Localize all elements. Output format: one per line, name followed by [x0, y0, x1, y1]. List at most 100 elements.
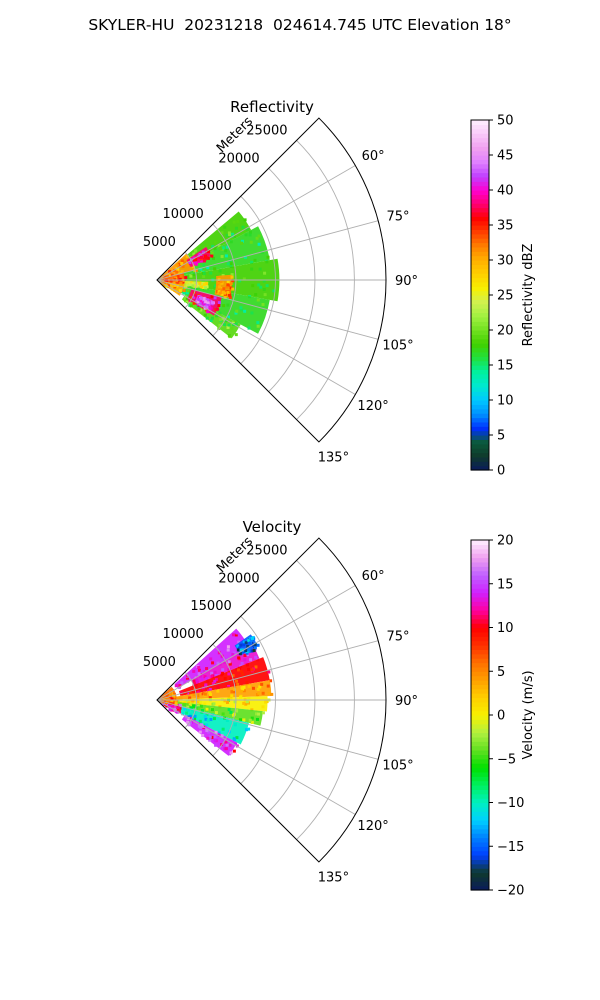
colorbar-swatch: [471, 553, 489, 559]
data-speckle: [177, 287, 181, 291]
colorbar-tick-label: 10: [497, 621, 514, 636]
data-speckle: [173, 281, 177, 285]
data-speckle: [212, 702, 216, 706]
data-speckle: [203, 714, 207, 718]
data-speckle: [181, 712, 185, 716]
data-speckle: [257, 242, 261, 246]
data-speckle: [247, 667, 251, 671]
colorbar-swatch: [471, 150, 489, 156]
data-speckle: [242, 701, 246, 705]
colorbar-swatch: [471, 281, 489, 287]
data-speckle: [251, 686, 255, 690]
data-speckle: [227, 293, 231, 297]
data-speckle: [203, 313, 207, 317]
colorbar-swatch: [471, 159, 489, 165]
colorbar-swatch: [471, 780, 489, 786]
data-speckle: [230, 234, 234, 238]
data-speckle: [225, 233, 229, 237]
colorbar-swatch: [471, 426, 489, 432]
data-speckle: [256, 643, 260, 647]
data-speckle: [253, 646, 257, 650]
data-speckle: [194, 268, 198, 272]
colorbar-swatch: [471, 798, 489, 804]
data-speckle: [249, 658, 253, 662]
data-speckle: [219, 247, 223, 251]
data-speckle: [179, 696, 183, 700]
colorbar-swatch: [471, 242, 489, 248]
data-speckle: [265, 284, 269, 288]
colorbar-swatch: [471, 330, 489, 335]
data-speckle: [224, 254, 228, 258]
colorbar-swatch: [471, 881, 489, 887]
data-speckle: [205, 713, 209, 717]
data-speckle: [233, 687, 237, 691]
data-speckle: [229, 677, 233, 681]
data-speckle: [217, 281, 221, 285]
data-speckle: [235, 736, 239, 740]
azimuth-tick-label: 120°: [357, 819, 388, 834]
data-speckle: [225, 719, 229, 723]
data-speckle: [189, 296, 193, 300]
data-speckle: [225, 743, 229, 747]
data-speckle: [250, 708, 254, 712]
colorbar-tick-label: −15: [497, 840, 524, 855]
data-speckle: [232, 234, 236, 238]
data-speckle: [235, 309, 239, 313]
data-speckle: [168, 283, 172, 287]
data-cell: [191, 644, 260, 686]
colorbar-swatch: [471, 697, 489, 703]
data-speckle: [258, 685, 262, 689]
range-tick-label: 15000: [190, 599, 231, 614]
colorbar-swatch: [471, 435, 489, 440]
data-speckle: [213, 679, 217, 683]
data-speckle: [254, 655, 258, 659]
colorbar-swatch: [471, 133, 489, 139]
data-speckle: [220, 734, 224, 738]
data-speckle: [228, 295, 232, 299]
colorbar-tick-label: 35: [497, 219, 514, 234]
data-speckle: [172, 275, 176, 279]
data-speckle: [175, 279, 179, 283]
colorbar-swatch: [471, 863, 489, 869]
data-speckle: [241, 672, 245, 676]
data-speckle: [256, 687, 260, 691]
data-speckle: [193, 714, 197, 718]
data-speckle: [229, 286, 233, 290]
data-speckle: [177, 710, 181, 714]
data-speckle: [261, 691, 265, 695]
data-speckle: [204, 286, 208, 290]
data-speckle: [211, 244, 215, 248]
data-speckle: [168, 707, 172, 711]
colorbar-swatch: [471, 181, 489, 187]
data-speckle: [170, 697, 174, 701]
data-speckle: [226, 645, 230, 649]
colorbar-swatch: [471, 378, 489, 384]
colorbar-swatch: [471, 763, 489, 769]
data-speckle: [206, 298, 210, 302]
data-speckle: [205, 256, 209, 260]
data-speckle: [191, 284, 195, 288]
data-speckle: [237, 640, 241, 644]
colorbar-swatch: [471, 758, 489, 764]
data-speckle: [236, 648, 240, 652]
azimuth-tick-label: 75°: [387, 209, 410, 224]
data-speckle: [201, 286, 205, 290]
data-speckle: [248, 637, 252, 641]
data-speckle: [232, 749, 236, 753]
colorbar-swatch: [471, 386, 489, 392]
colorbar-swatch: [471, 540, 489, 545]
data-speckle: [247, 648, 251, 652]
panel-title: Reflectivity: [230, 98, 314, 116]
colorbar-swatch: [471, 855, 489, 860]
data-speckle: [216, 661, 220, 665]
data-speckle: [202, 274, 206, 278]
data-speckle: [196, 299, 200, 303]
data-speckle: [185, 291, 189, 295]
data-speckle: [199, 308, 203, 312]
data-speckle: [257, 712, 261, 716]
data-speckle: [203, 257, 207, 261]
data-speckle: [184, 276, 188, 280]
data-speckle: [250, 716, 254, 720]
colorbar-tick-label: −20: [497, 884, 524, 899]
colorbar-swatch: [471, 614, 489, 620]
